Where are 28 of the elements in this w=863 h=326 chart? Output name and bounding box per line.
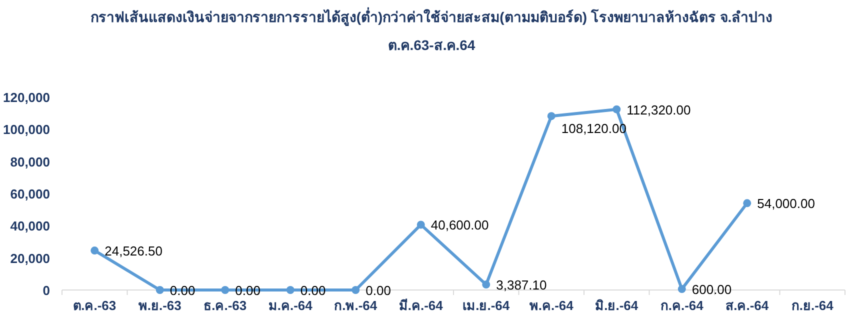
ytick: 100,000	[3, 122, 50, 138]
data-label: 112,320.00	[626, 102, 691, 118]
xtick: ก.ค.-64	[660, 298, 704, 313]
xtick: ก.ย.-64	[791, 298, 834, 313]
ytick: 60,000	[10, 186, 50, 202]
subtitle: ต.ค.63-ส.ค.64	[388, 37, 476, 53]
xtick: มิ.ย.-64	[595, 298, 638, 313]
ytick: 0	[42, 283, 50, 298]
xtick: เม.ย.-64	[462, 298, 510, 313]
ytick: 40,000	[10, 218, 50, 234]
xtick: ต.ค.-63	[73, 298, 116, 313]
xtick: พ.ค.-64	[529, 298, 574, 313]
xtick: ส.ค.-64	[726, 298, 769, 313]
xtick: มี.ค.-64	[398, 298, 443, 313]
xtick: ธ.ค.-63	[204, 298, 247, 313]
xtick: พ.ย.-63	[138, 298, 182, 313]
data-label: 600.00	[692, 282, 732, 298]
ytick: 120,000	[3, 90, 50, 105]
xtick: ก.พ.-64	[334, 298, 378, 313]
data-label: 3,387.10	[496, 278, 547, 293]
data-label: 0.00	[366, 283, 391, 298]
data-label: 24,526.50	[104, 244, 162, 259]
data-label: 54,000.00	[757, 196, 815, 212]
ytick: 20,000	[10, 250, 50, 266]
ytick: 80,000	[10, 154, 50, 170]
data-label: 40,600.00	[430, 218, 489, 233]
title: กราฟเส้นแสดงเงินจ่ายจากรายการรายได้สูง(ต่ำ)กว่าค่าใช้จ่ายสะสม(ตามมติบอร์ด) โรงพยาบาลห้างฉัตร จ.ลำปาง	[90, 9, 773, 25]
xtick: ม.ค.-64	[268, 298, 312, 313]
